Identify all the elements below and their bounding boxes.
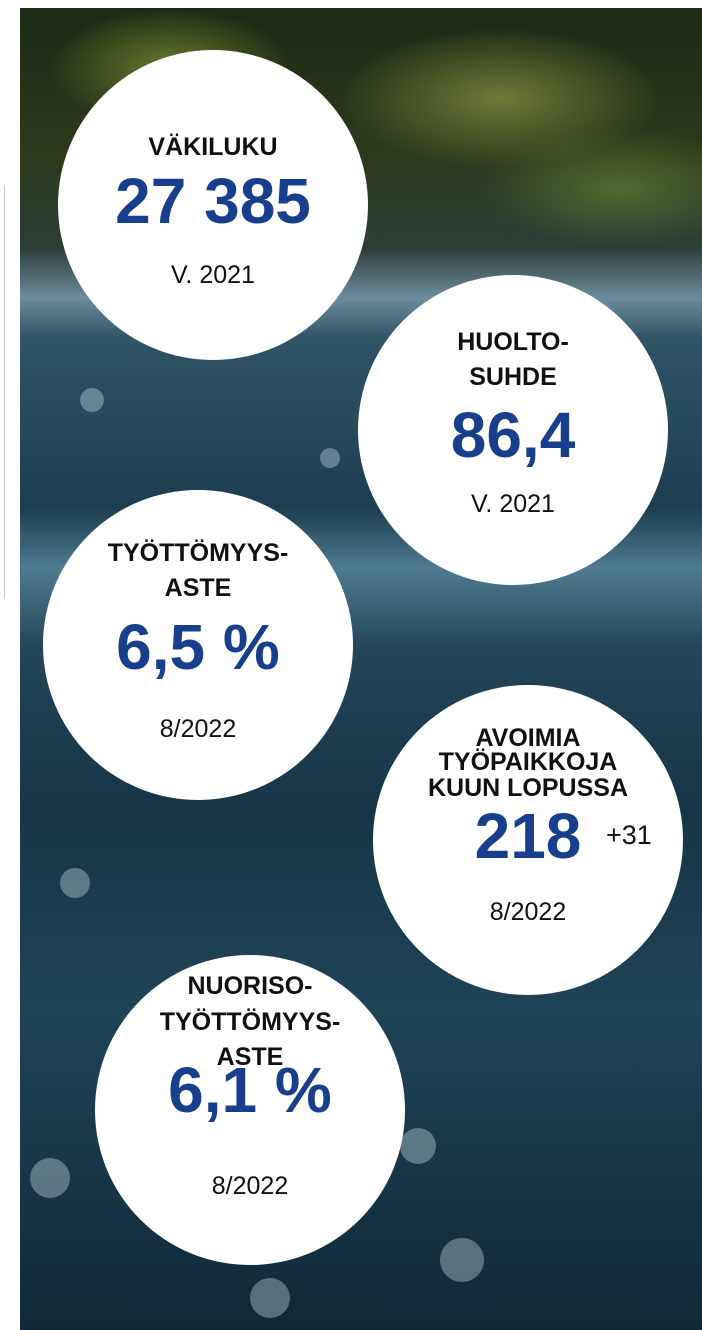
- stat-circle: TYÖTTÖMYYS- ASTE 6,5 % 8/2022: [43, 490, 353, 800]
- bokeh: [250, 1278, 290, 1318]
- bokeh: [80, 388, 104, 412]
- bokeh: [320, 448, 340, 468]
- border-line: [4, 186, 5, 598]
- stat-title: ASTE: [164, 574, 232, 602]
- stat-value: 6,5 %: [116, 611, 280, 683]
- stat-title: VÄKILUKU: [148, 133, 278, 161]
- stat-note: V. 2021: [471, 490, 555, 518]
- stat-circle: AVOIMIA TYÖPAIKKOJA KUUN LOPUSSA 218 +31 8/20…: [373, 685, 683, 995]
- stat-title: NUORISO-: [187, 972, 313, 1000]
- bokeh: [440, 1238, 484, 1282]
- stat-note: 8/2022: [159, 715, 237, 743]
- stat-note: 8/2022: [211, 1172, 289, 1200]
- stat-title: SUHDE: [469, 363, 557, 391]
- stat-title: TYÖTTÖMYYS-: [159, 1008, 341, 1036]
- stat-note: V. 2021: [171, 261, 255, 289]
- stat-title: ASTE: [216, 1043, 284, 1071]
- bokeh: [60, 868, 90, 898]
- stat-note: 8/2022: [489, 898, 567, 926]
- stat-circle: VÄKILUKU 27 385 V. 2021: [58, 50, 368, 360]
- stat-title: TYÖTTÖMYYS-: [107, 539, 289, 567]
- stat-value: 6,1 %: [168, 1054, 332, 1126]
- stat-circle: HUOLTO- SUHDE 86,4 V. 2021: [358, 275, 668, 585]
- stat-title: KUUN LOPUSSA: [427, 774, 628, 802]
- bokeh: [30, 1158, 70, 1198]
- stat-value: 86,4: [450, 399, 576, 471]
- stat-circle: NUORISO- TYÖTTÖMYYS- ASTE 6,1 % 8/2022: [95, 955, 405, 1265]
- stat-title: HUOLTO-: [457, 328, 569, 356]
- stat-change: +31: [606, 820, 652, 850]
- stat-value: 27 385: [115, 165, 311, 237]
- bokeh: [400, 1128, 436, 1164]
- stat-value: 218: [474, 800, 582, 872]
- stat-title: TYÖPAIKKOJA: [438, 748, 618, 776]
- stat-title: AVOIMIA: [475, 724, 581, 752]
